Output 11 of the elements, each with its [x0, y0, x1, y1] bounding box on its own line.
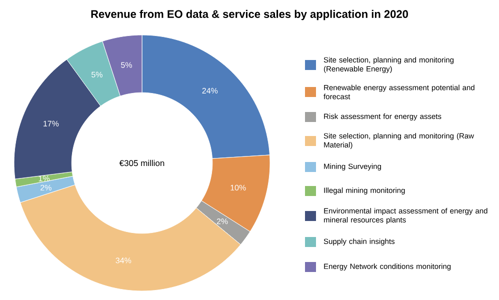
data-label: 5%: [92, 72, 102, 78]
chart-title: Revenue from EO data & service sales by application in 2020: [91, 10, 408, 20]
data-label: 24%: [202, 88, 218, 94]
data-label: 5%: [121, 62, 132, 68]
data-label: 17%: [44, 120, 59, 126]
data-label: 34%: [116, 258, 132, 264]
data-label: 2%: [216, 218, 228, 224]
text: €305 million: [119, 160, 164, 166]
data-label: 1%: [38, 176, 50, 182]
data-label: 2%: [40, 184, 52, 190]
data-label: 10%: [230, 184, 246, 190]
